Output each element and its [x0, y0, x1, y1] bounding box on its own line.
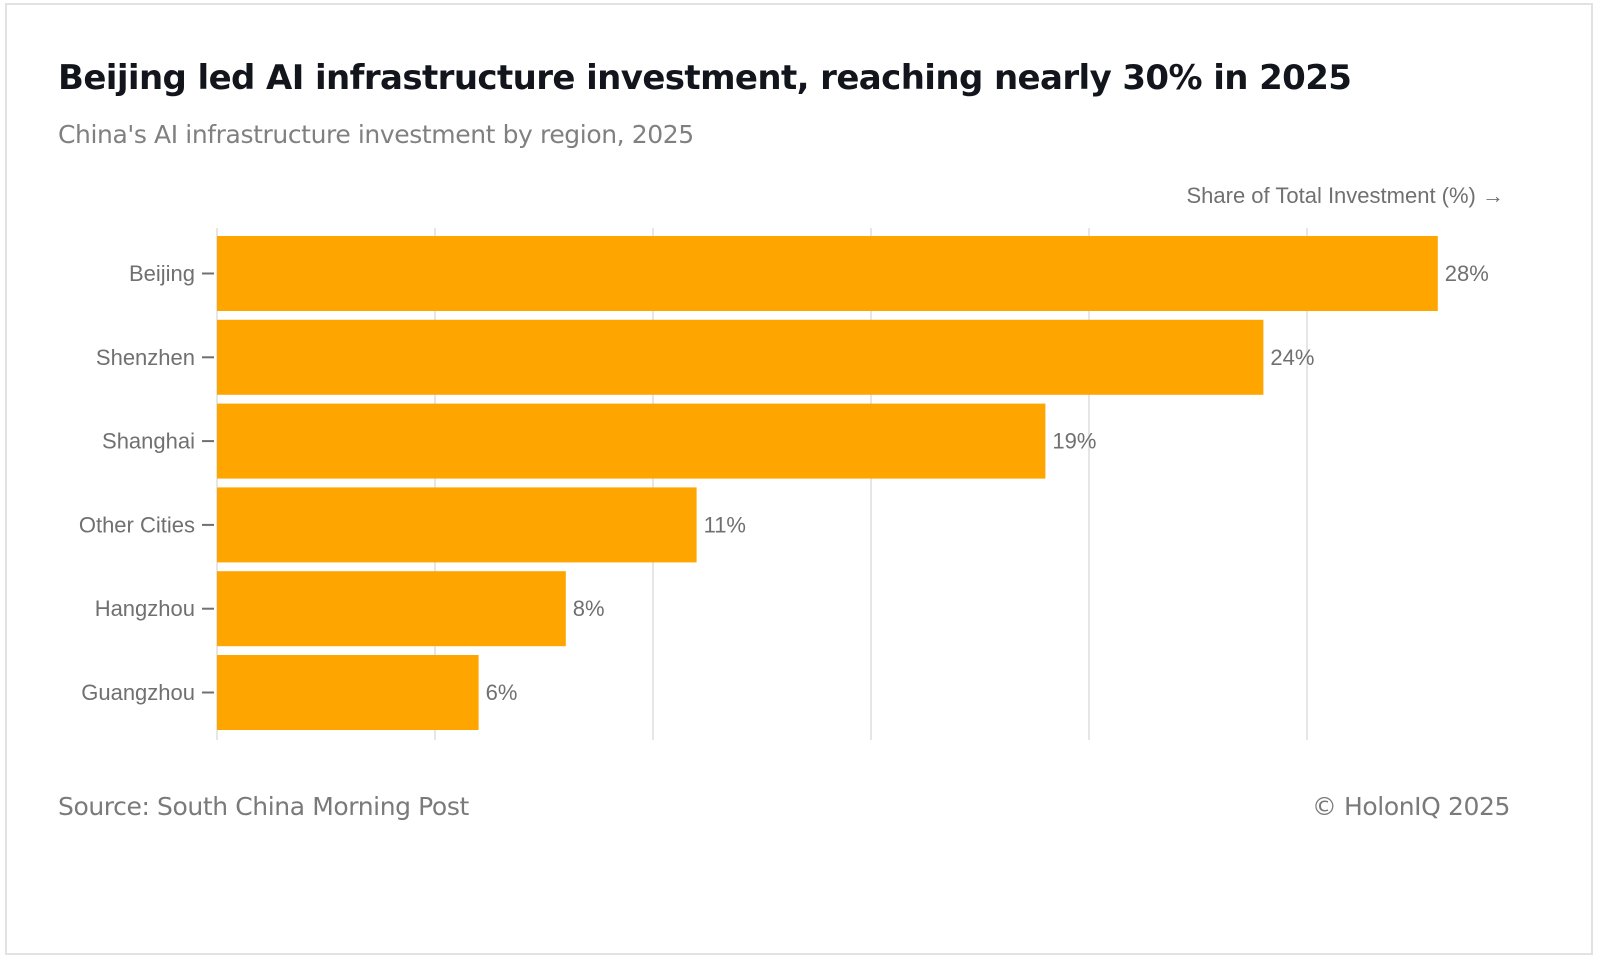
chart-subtitle: China's AI infrastructure investment by …: [58, 120, 694, 149]
source-note: Source: South China Morning Post: [58, 792, 469, 821]
x-axis-title: Share of Total Investment (%) →: [1186, 183, 1504, 208]
chart-title: Beijing led AI infrastructure investment…: [58, 58, 1352, 98]
chart-card: [5, 3, 1593, 955]
copyright-note: © HolonIQ 2025: [1311, 792, 1511, 821]
